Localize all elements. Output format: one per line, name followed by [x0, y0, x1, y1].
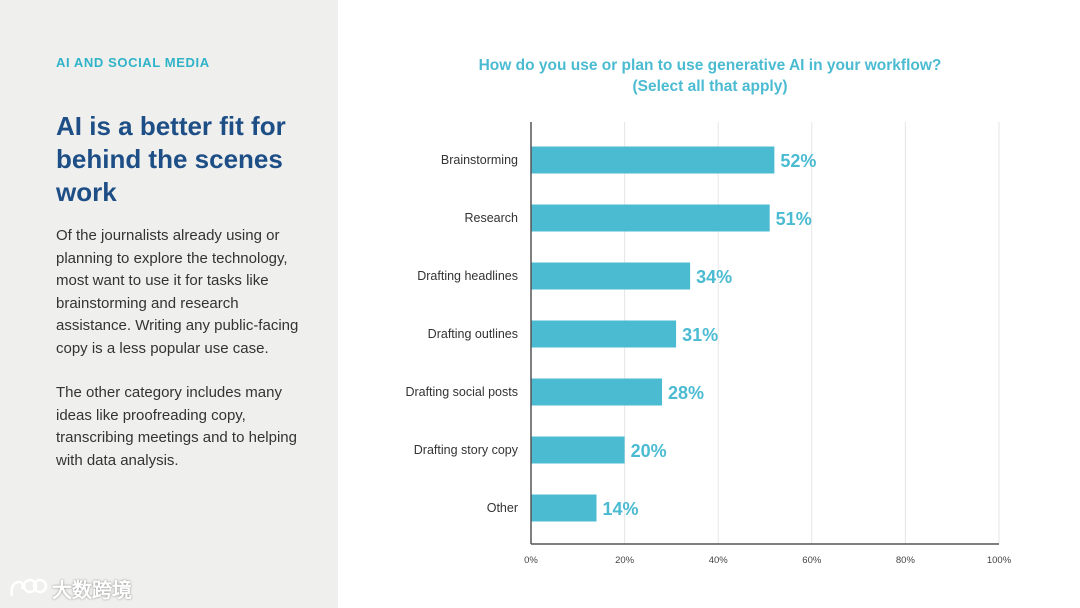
x-tick-label: 20% — [615, 555, 635, 566]
category-label: Brainstorming — [441, 153, 518, 167]
value-label: 51% — [776, 209, 812, 229]
category-label: Drafting headlines — [417, 269, 518, 283]
bar — [531, 378, 663, 406]
chart-title: How do you use or plan to use generative… — [450, 55, 970, 97]
bar — [531, 320, 677, 348]
category-label: Drafting story copy — [414, 443, 519, 457]
watermark-text: 大数跨境 — [52, 580, 132, 602]
category-label: Drafting outlines — [428, 327, 518, 341]
value-label: 31% — [682, 325, 718, 345]
bar — [531, 262, 691, 290]
bar — [531, 204, 770, 232]
x-tick-label: 80% — [896, 555, 916, 566]
value-label: 14% — [603, 499, 639, 519]
bar — [531, 494, 597, 522]
category-label: Research — [465, 211, 519, 225]
value-label: 20% — [631, 441, 667, 461]
left-panel: AI AND SOCIAL MEDIA AI is a better fit f… — [0, 0, 338, 608]
value-label: 34% — [696, 267, 732, 287]
category-label: Other — [487, 501, 518, 515]
page-title: AI is a better fit for behind the scenes… — [56, 111, 286, 207]
value-label: 28% — [668, 383, 704, 403]
x-tick-label: 100% — [987, 555, 1012, 566]
x-tick-label: 60% — [802, 555, 822, 566]
bar — [531, 436, 625, 464]
watermark: 大数跨境 — [8, 574, 132, 603]
x-tick-label: 0% — [524, 555, 538, 566]
bar — [531, 146, 775, 174]
bar-chart: Brainstorming 52% Research 51% Drafting head… — [405, 122, 1012, 566]
body-paragraph-1: Of the journalists already using or plan… — [56, 227, 299, 357]
watermark-logo-icon — [10, 578, 48, 596]
value-label: 52% — [780, 151, 816, 171]
category-label: Drafting social posts — [405, 385, 518, 399]
section-eyebrow: AI AND SOCIAL MEDIA — [56, 55, 210, 70]
x-tick-label: 40% — [709, 555, 729, 566]
chart-title-line-1: How do you use or plan to use generative… — [478, 57, 942, 74]
chart-title-line-2: (Select all that apply) — [632, 78, 788, 95]
body-paragraph-2: The other category includes many ideas l… — [56, 384, 297, 469]
